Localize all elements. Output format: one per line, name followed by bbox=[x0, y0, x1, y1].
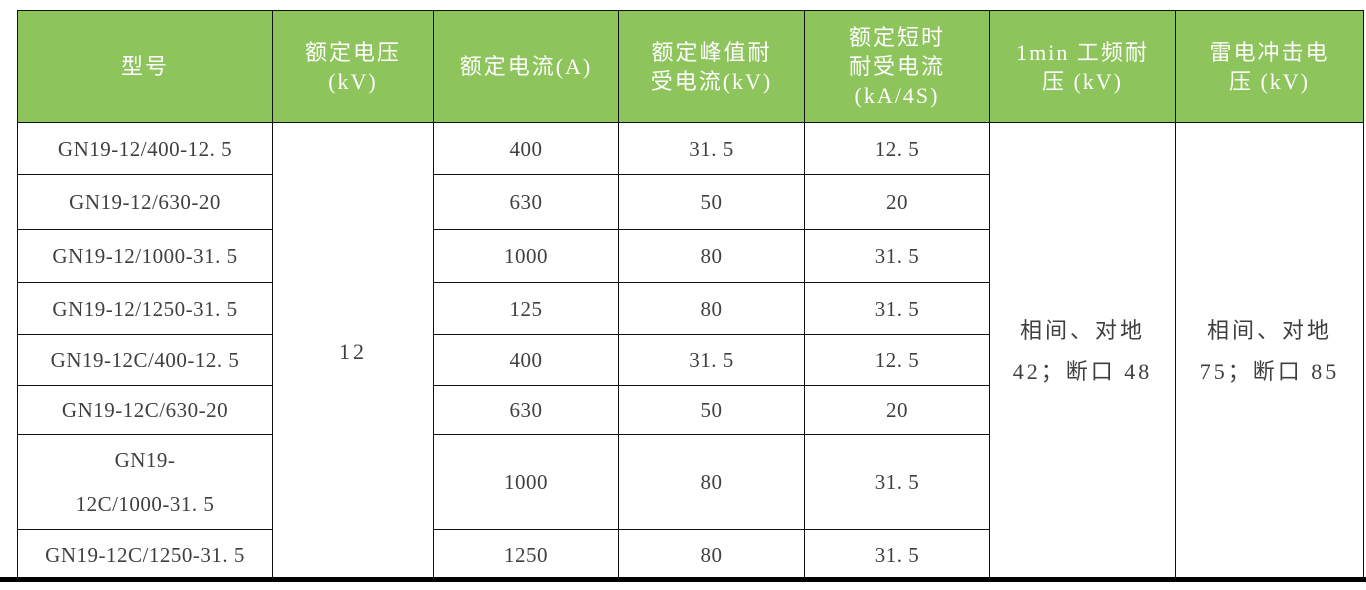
cell-rated-current: 400 bbox=[433, 334, 619, 386]
table-row: GN19-12/400-12. 5 12 400 31. 5 12. 5 相间、… bbox=[17, 122, 1364, 580]
header-peak-withstand-current: 额定峰值耐 受电流(kV) bbox=[618, 10, 805, 123]
cell-model: GN19-12/1000-31. 5 bbox=[17, 229, 273, 283]
cell-power-freq-merged: 相间、对地 42；断口 48 bbox=[989, 122, 1176, 580]
cell-model: GN19-12C/630-20 bbox=[17, 385, 273, 435]
table-row: GN19-12C/1250-31. 5 1250 80 31. 5 bbox=[17, 529, 1364, 580]
cell-lightning-merged: 相间、对地 75；断口 85 bbox=[1175, 122, 1364, 580]
cell-model: GN19-12/400-12. 5 bbox=[17, 122, 273, 175]
cell-rated-current: 125 bbox=[433, 282, 619, 335]
cell-rated-current: 630 bbox=[433, 385, 619, 435]
header-model: 型号 bbox=[17, 10, 273, 123]
table-row: GN19-12/1000-31. 5 1000 80 31. 5 bbox=[17, 229, 1364, 283]
cell-rated-current: 630 bbox=[433, 174, 619, 230]
cell-short-time-current: 12. 5 bbox=[804, 334, 990, 386]
cell-model: GN19-12C/400-12. 5 bbox=[17, 334, 273, 386]
cell-peak-current: 31. 5 bbox=[618, 334, 805, 386]
cell-model: GN19-12/630-20 bbox=[17, 174, 273, 230]
table-row: GN19-12/630-20 630 50 20 bbox=[17, 174, 1364, 230]
cell-short-time-current: 31. 5 bbox=[804, 282, 990, 335]
cell-short-time-current: 31. 5 bbox=[804, 529, 990, 580]
header-row: 型号 额定电压 (kV) 额定电流(A) 额定峰值耐 受电流(kV) 额定短时 … bbox=[17, 10, 1364, 123]
cell-model: GN19-12/1250-31. 5 bbox=[17, 282, 273, 335]
bottom-rule bbox=[0, 577, 1366, 582]
cell-peak-current: 31. 5 bbox=[618, 122, 805, 175]
cell-short-time-current: 20 bbox=[804, 174, 990, 230]
cell-rated-voltage-merged: 12 bbox=[272, 122, 434, 580]
cell-peak-current: 50 bbox=[618, 385, 805, 435]
header-lightning-impulse: 雷电冲击电 压 (kV) bbox=[1175, 10, 1364, 123]
cell-rated-current: 1000 bbox=[433, 434, 619, 530]
cell-rated-current: 400 bbox=[433, 122, 619, 175]
table-row: GN19-12C/630-20 630 50 20 bbox=[17, 385, 1364, 435]
table-row: GN19-12C/400-12. 5 400 31. 5 12. 5 bbox=[17, 334, 1364, 386]
header-rated-voltage: 额定电压 (kV) bbox=[272, 10, 434, 123]
cell-short-time-current: 31. 5 bbox=[804, 229, 990, 283]
header-short-time-current: 额定短时 耐受电流 (kA/4S) bbox=[804, 10, 990, 123]
cell-rated-current: 1250 bbox=[433, 529, 619, 580]
cell-rated-current: 1000 bbox=[433, 229, 619, 283]
header-power-freq-withstand: 1min 工频耐 压 (kV) bbox=[989, 10, 1176, 123]
switch-spec-table: 型号 额定电压 (kV) 额定电流(A) 额定峰值耐 受电流(kV) 额定短时 … bbox=[17, 10, 1364, 580]
cell-model: GN19- 12C/1000-31. 5 bbox=[17, 434, 273, 530]
cell-peak-current: 80 bbox=[618, 229, 805, 283]
header-rated-current: 额定电流(A) bbox=[433, 10, 619, 123]
cell-peak-current: 80 bbox=[618, 282, 805, 335]
table-row: GN19-12/1250-31. 5 125 80 31. 5 bbox=[17, 282, 1364, 335]
cell-peak-current: 50 bbox=[618, 174, 805, 230]
table-row: GN19- 12C/1000-31. 5 1000 80 31. 5 bbox=[17, 434, 1364, 530]
cell-peak-current: 80 bbox=[618, 529, 805, 580]
cell-peak-current: 80 bbox=[618, 434, 805, 530]
cell-model: GN19-12C/1250-31. 5 bbox=[17, 529, 273, 580]
cell-short-time-current: 12. 5 bbox=[804, 122, 990, 175]
cell-short-time-current: 20 bbox=[804, 385, 990, 435]
cell-short-time-current: 31. 5 bbox=[804, 434, 990, 530]
